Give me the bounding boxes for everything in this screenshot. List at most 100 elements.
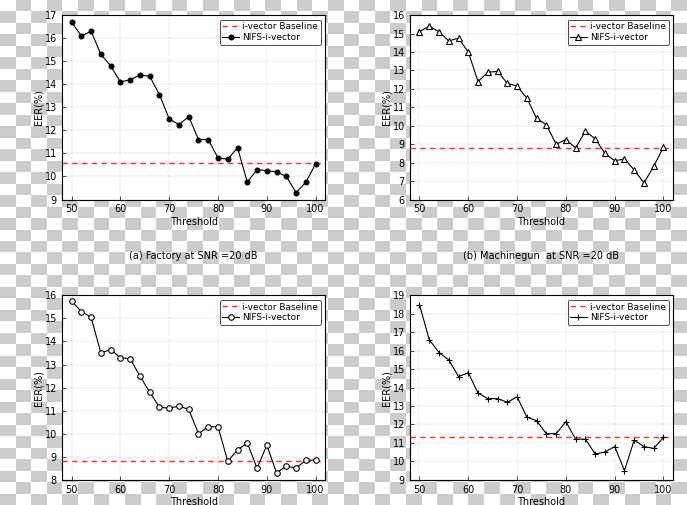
Bar [250,401,265,413]
Bar [422,482,437,493]
Bar [16,390,31,401]
Bar [188,344,203,356]
Bar [546,298,562,310]
Bar [265,184,281,195]
NIFS-i-vector [581,128,589,134]
Bar [16,92,31,104]
Bar [188,161,203,172]
Bar [47,184,63,195]
Bar [546,493,562,505]
Bar [390,447,406,459]
Bar [359,34,374,46]
Bar [499,298,515,310]
Bar [203,275,218,287]
Bar [578,207,594,218]
Bar [390,115,406,126]
Bar [640,287,656,298]
Bar [0,161,16,172]
Bar [203,264,218,275]
Bar [640,252,656,264]
Bar [499,58,515,69]
Bar [250,0,265,12]
Bar [218,172,234,184]
NIFS-i-vector [126,356,134,362]
Bar [594,252,609,264]
Bar [671,401,687,413]
Bar [594,471,609,482]
Bar [406,92,422,104]
Bar [531,161,546,172]
Bar [78,379,93,390]
Bar [624,58,640,69]
Bar [234,252,250,264]
Bar [313,333,328,344]
Bar [437,104,453,115]
Bar [499,138,515,149]
Bar [344,172,359,184]
Bar [453,241,469,252]
Bar [313,0,328,12]
Bar [234,161,250,172]
Bar [671,230,687,241]
Bar [640,333,656,344]
Bar [0,447,16,459]
Bar [188,356,203,367]
Bar [31,149,47,161]
Bar [156,321,172,333]
Bar [390,493,406,505]
Bar [141,298,156,310]
Bar [203,390,218,401]
Bar [0,172,16,184]
Bar [359,80,374,92]
Bar [63,184,78,195]
Bar [453,482,469,493]
Bar [578,264,594,275]
Bar [609,379,624,390]
Bar [156,275,172,287]
Bar [188,264,203,275]
Bar [562,126,578,138]
Bar [141,436,156,447]
Bar [203,459,218,471]
Bar [109,172,125,184]
Bar [109,34,125,46]
NIFS-i-vector [155,404,164,410]
Bar [16,195,31,207]
Bar [469,367,484,379]
Bar [0,390,16,401]
Bar [656,92,671,104]
Bar [63,149,78,161]
Bar [328,172,344,184]
Bar [328,482,344,493]
Bar [234,195,250,207]
Bar [31,413,47,425]
Bar [93,287,109,298]
Bar [63,425,78,436]
Bar [250,287,265,298]
Bar [93,321,109,333]
Bar [469,413,484,425]
Bar [156,184,172,195]
Bar [656,264,671,275]
Bar [156,493,172,505]
Bar [313,482,328,493]
Bar [218,275,234,287]
Bar [578,115,594,126]
Bar [609,195,624,207]
Bar [234,436,250,447]
Bar [172,69,188,80]
Bar [406,46,422,58]
Bar [265,447,281,459]
Bar [78,298,93,310]
Bar [406,401,422,413]
Bar [141,379,156,390]
Bar [437,482,453,493]
NIFS-i-vector [562,419,570,425]
Bar [234,298,250,310]
Bar [344,230,359,241]
Bar [406,298,422,310]
Bar [469,46,484,58]
Bar [499,447,515,459]
Bar [0,401,16,413]
Bar [499,344,515,356]
